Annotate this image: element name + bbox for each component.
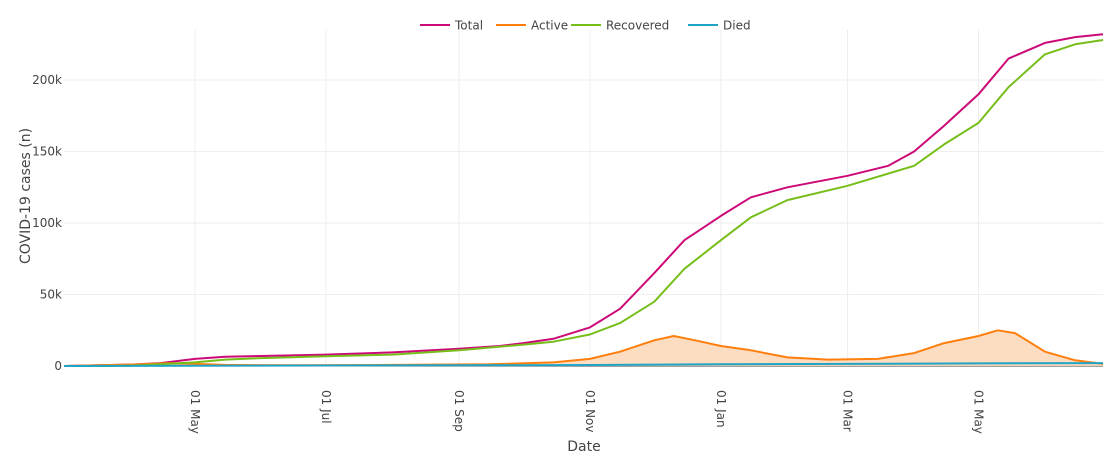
x-tick-label: 01 May <box>971 390 985 434</box>
series-line-total <box>63 33 1104 367</box>
y-axis-title: COVID-19 cases (n) <box>18 128 34 264</box>
y-tick-label: 50k <box>40 288 62 302</box>
legend-label: Died <box>723 19 751 33</box>
series-lines <box>63 33 1104 367</box>
y-tick-label: 100k <box>32 216 62 230</box>
y-tick-label: 200k <box>32 73 62 87</box>
legend[interactable]: Total Active Recovered Died <box>420 19 751 33</box>
legend-item-died[interactable]: Died <box>688 19 751 33</box>
legend-item-active[interactable]: Active <box>496 19 568 33</box>
series-line-recovered <box>63 39 1104 367</box>
x-tick-label: 01 Jan <box>714 390 728 428</box>
series-line-died <box>63 362 1104 367</box>
x-tick-label: 01 Sep <box>452 390 466 432</box>
x-axis-ticks: 01 May 01 Jul 01 Sep 01 Nov 01 Jan 01 Mar 01 M… <box>188 390 986 434</box>
legend-label: Recovered <box>606 19 669 33</box>
x-axis-title: Date <box>567 439 600 455</box>
gridlines <box>64 30 1103 367</box>
y-tick-label: 150k <box>32 145 62 159</box>
y-tick-label: 0 <box>54 359 62 373</box>
legend-item-recovered[interactable]: Recovered <box>571 19 669 33</box>
y-axis-ticks: 0 50k 100k 150k 200k <box>32 73 62 373</box>
x-tick-label: 01 Jul <box>319 390 333 424</box>
x-tick-label: 01 May <box>188 390 202 434</box>
legend-label: Total <box>454 19 483 33</box>
x-tick-label: 01 Nov <box>583 390 597 433</box>
legend-label: Active <box>531 19 568 33</box>
legend-item-total[interactable]: Total <box>420 19 483 33</box>
x-tick-label: 01 Mar <box>841 390 855 432</box>
